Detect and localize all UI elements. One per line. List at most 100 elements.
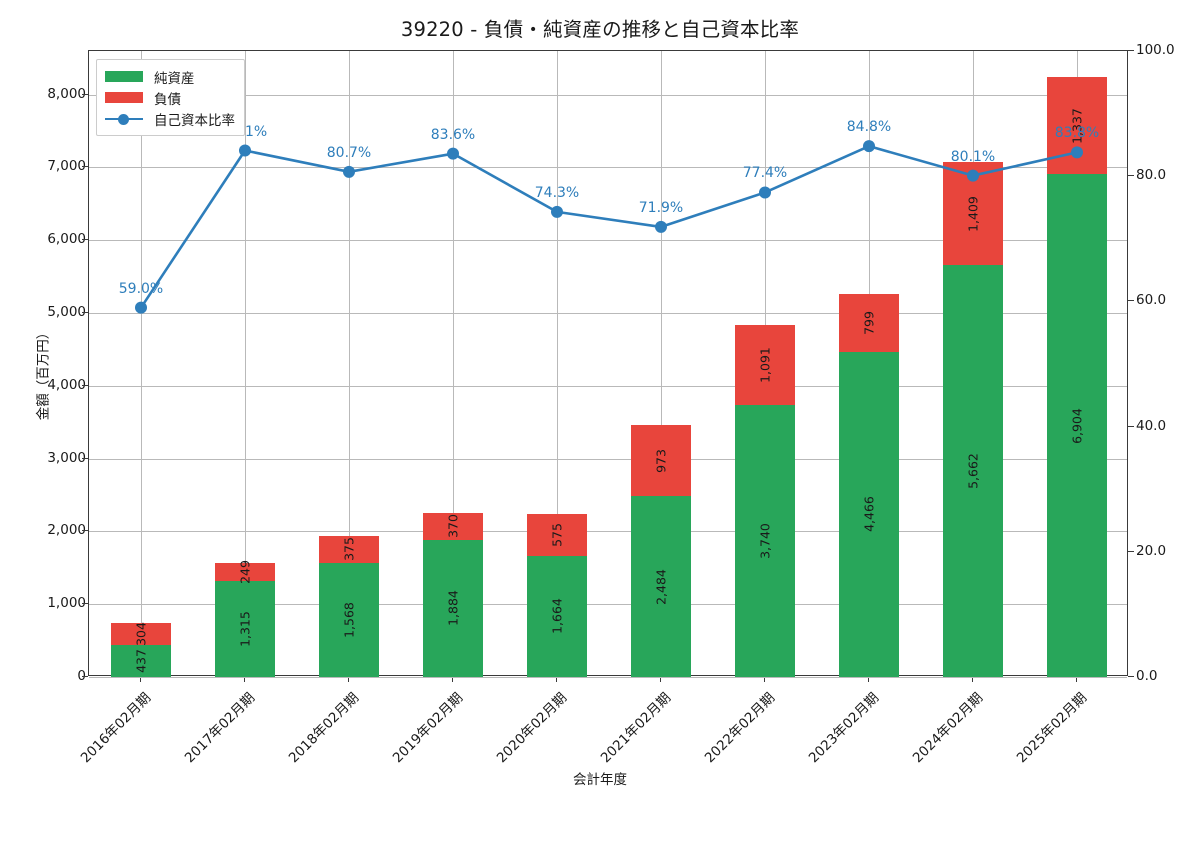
gridline-vertical bbox=[453, 51, 454, 675]
y-tick-mark-left bbox=[82, 676, 88, 677]
bar-segment-net-assets[interactable] bbox=[214, 581, 276, 677]
y-tick-mark-left bbox=[82, 384, 88, 386]
bar-segment-net-assets[interactable] bbox=[630, 496, 692, 677]
legend-swatch-icon bbox=[105, 92, 143, 103]
x-tick-mark bbox=[452, 676, 453, 682]
bar-segment-liabilities[interactable] bbox=[422, 512, 484, 540]
legend-item-label: 自己資本比率 bbox=[154, 112, 235, 129]
gridline-horizontal bbox=[89, 604, 1127, 606]
x-tick-mark bbox=[140, 676, 141, 682]
y-axis-label-left: 金額（百万円） bbox=[35, 325, 52, 421]
gridline-vertical bbox=[557, 51, 558, 675]
y-tick-label-right: 40.0 bbox=[1136, 417, 1167, 434]
line-path-equity-ratio bbox=[139, 144, 1079, 309]
legend-item[interactable]: 負債 bbox=[105, 87, 235, 108]
y-tick-label-left: 2,000 bbox=[47, 522, 86, 539]
plot-area: 437 304 1,315 249 1,568 375 1,884 370 1,664 575 2,… bbox=[88, 50, 1128, 678]
y-tick-label-left: 8,000 bbox=[47, 85, 86, 102]
line-marker-equity-ratio[interactable] bbox=[759, 186, 771, 199]
gridline-vertical bbox=[245, 51, 246, 675]
bar-segment-net-assets[interactable] bbox=[838, 351, 900, 677]
bar-segment-net-assets[interactable] bbox=[734, 404, 796, 677]
gridline-horizontal bbox=[89, 240, 1127, 242]
bar-segment-liabilities[interactable] bbox=[318, 535, 380, 563]
bar-segment-net-assets[interactable] bbox=[526, 555, 588, 677]
y-tick-mark-right bbox=[1128, 676, 1134, 677]
y-tick-label-right: 20.0 bbox=[1136, 542, 1167, 559]
legend-swatch-icon bbox=[105, 71, 143, 82]
bar-segment-liabilities[interactable] bbox=[110, 623, 172, 646]
y-tick-mark-left bbox=[82, 457, 88, 459]
line-marker-equity-ratio[interactable] bbox=[343, 165, 355, 178]
y-tick-mark-left bbox=[82, 530, 88, 532]
chart-legend: 純資産負債自己資本比率 bbox=[96, 59, 245, 136]
chart-figure: 39220 - 負債・純資産の推移と自己資本比率 金額（百万円） 自己資本比率（… bbox=[35, 18, 1175, 788]
line-series-svg bbox=[135, 140, 1083, 314]
line-marker-equity-ratio[interactable] bbox=[967, 169, 979, 182]
x-tick-mark bbox=[348, 676, 349, 682]
line-marker-equity-ratio[interactable] bbox=[863, 140, 875, 153]
x-tick-mark bbox=[660, 676, 661, 682]
y-tick-label-left: 3,000 bbox=[47, 449, 86, 466]
bar-segment-liabilities[interactable] bbox=[526, 514, 588, 556]
line-marker-equity-ratio[interactable] bbox=[551, 205, 563, 218]
bar-segment-net-assets[interactable] bbox=[1046, 174, 1108, 677]
gridline-horizontal bbox=[89, 531, 1127, 533]
y-tick-label-left: 6,000 bbox=[47, 231, 86, 248]
bar-segment-liabilities[interactable] bbox=[630, 425, 692, 497]
bar-segment-liabilities[interactable] bbox=[214, 563, 276, 582]
y-tick-mark-right bbox=[1128, 175, 1134, 177]
y-tick-mark-left bbox=[82, 312, 88, 314]
legend-item-label: 純資産 bbox=[154, 70, 195, 87]
x-tick-mark bbox=[972, 676, 973, 682]
x-tick-mark bbox=[556, 676, 557, 682]
x-tick-mark bbox=[764, 676, 765, 682]
y-tick-label-left: 1,000 bbox=[47, 595, 86, 612]
y-tick-mark-right bbox=[1128, 300, 1134, 302]
legend-line-marker-icon bbox=[105, 112, 143, 126]
y-tick-mark-right bbox=[1128, 50, 1134, 51]
y-tick-label-left: 7,000 bbox=[47, 158, 86, 175]
y-tick-label-right: 80.0 bbox=[1136, 167, 1167, 184]
line-marker-equity-ratio[interactable] bbox=[239, 144, 251, 157]
y-tick-mark-left bbox=[82, 239, 88, 241]
y-tick-mark-left bbox=[82, 93, 88, 95]
line-marker-equity-ratio[interactable] bbox=[655, 220, 667, 233]
x-tick-mark bbox=[1076, 676, 1077, 682]
line-marker-equity-ratio[interactable] bbox=[447, 147, 459, 160]
line-marker-equity-ratio[interactable] bbox=[1071, 146, 1083, 159]
gridline-horizontal bbox=[89, 313, 1127, 315]
legend-item[interactable]: 純資産 bbox=[105, 66, 235, 87]
y-tick-mark-right bbox=[1128, 550, 1134, 552]
legend-item-label: 負債 bbox=[154, 91, 181, 108]
bar-segment-liabilities[interactable] bbox=[734, 325, 796, 405]
bar-segment-net-assets[interactable] bbox=[110, 645, 172, 677]
gridline-horizontal bbox=[89, 94, 1127, 96]
x-tick-mark bbox=[244, 676, 245, 682]
chart-title: 39220 - 負債・純資産の推移と自己資本比率 bbox=[400, 18, 800, 41]
y-tick-label-left: 4,000 bbox=[47, 376, 86, 393]
gridline-vertical bbox=[349, 51, 350, 675]
y-tick-label-left: 0 bbox=[77, 668, 86, 684]
y-tick-mark-left bbox=[82, 166, 88, 168]
gridline-vertical bbox=[661, 51, 662, 675]
y-tick-label-right: 60.0 bbox=[1136, 292, 1167, 309]
bar-segment-net-assets[interactable] bbox=[942, 264, 1004, 677]
bar-segment-net-assets[interactable] bbox=[422, 539, 484, 677]
y-tick-mark-right bbox=[1128, 425, 1134, 427]
y-tick-label-right: 0.0 bbox=[1136, 668, 1158, 684]
line-marker-equity-ratio[interactable] bbox=[135, 301, 147, 314]
x-tick-mark bbox=[868, 676, 869, 682]
y-tick-mark-left bbox=[82, 603, 88, 605]
bar-segment-liabilities[interactable] bbox=[838, 293, 900, 352]
bar-segment-net-assets[interactable] bbox=[318, 562, 380, 677]
gridline-horizontal bbox=[89, 167, 1127, 169]
legend-item[interactable]: 自己資本比率 bbox=[105, 108, 235, 129]
gridline-horizontal bbox=[89, 458, 1127, 460]
gridline-vertical bbox=[141, 51, 142, 675]
gridline-horizontal bbox=[89, 677, 1127, 678]
y-tick-label-left: 5,000 bbox=[47, 304, 86, 321]
x-axis-label: 会計年度 bbox=[573, 772, 627, 788]
gridline-horizontal bbox=[89, 385, 1127, 387]
y-tick-label-right: 100.0 bbox=[1136, 42, 1175, 58]
